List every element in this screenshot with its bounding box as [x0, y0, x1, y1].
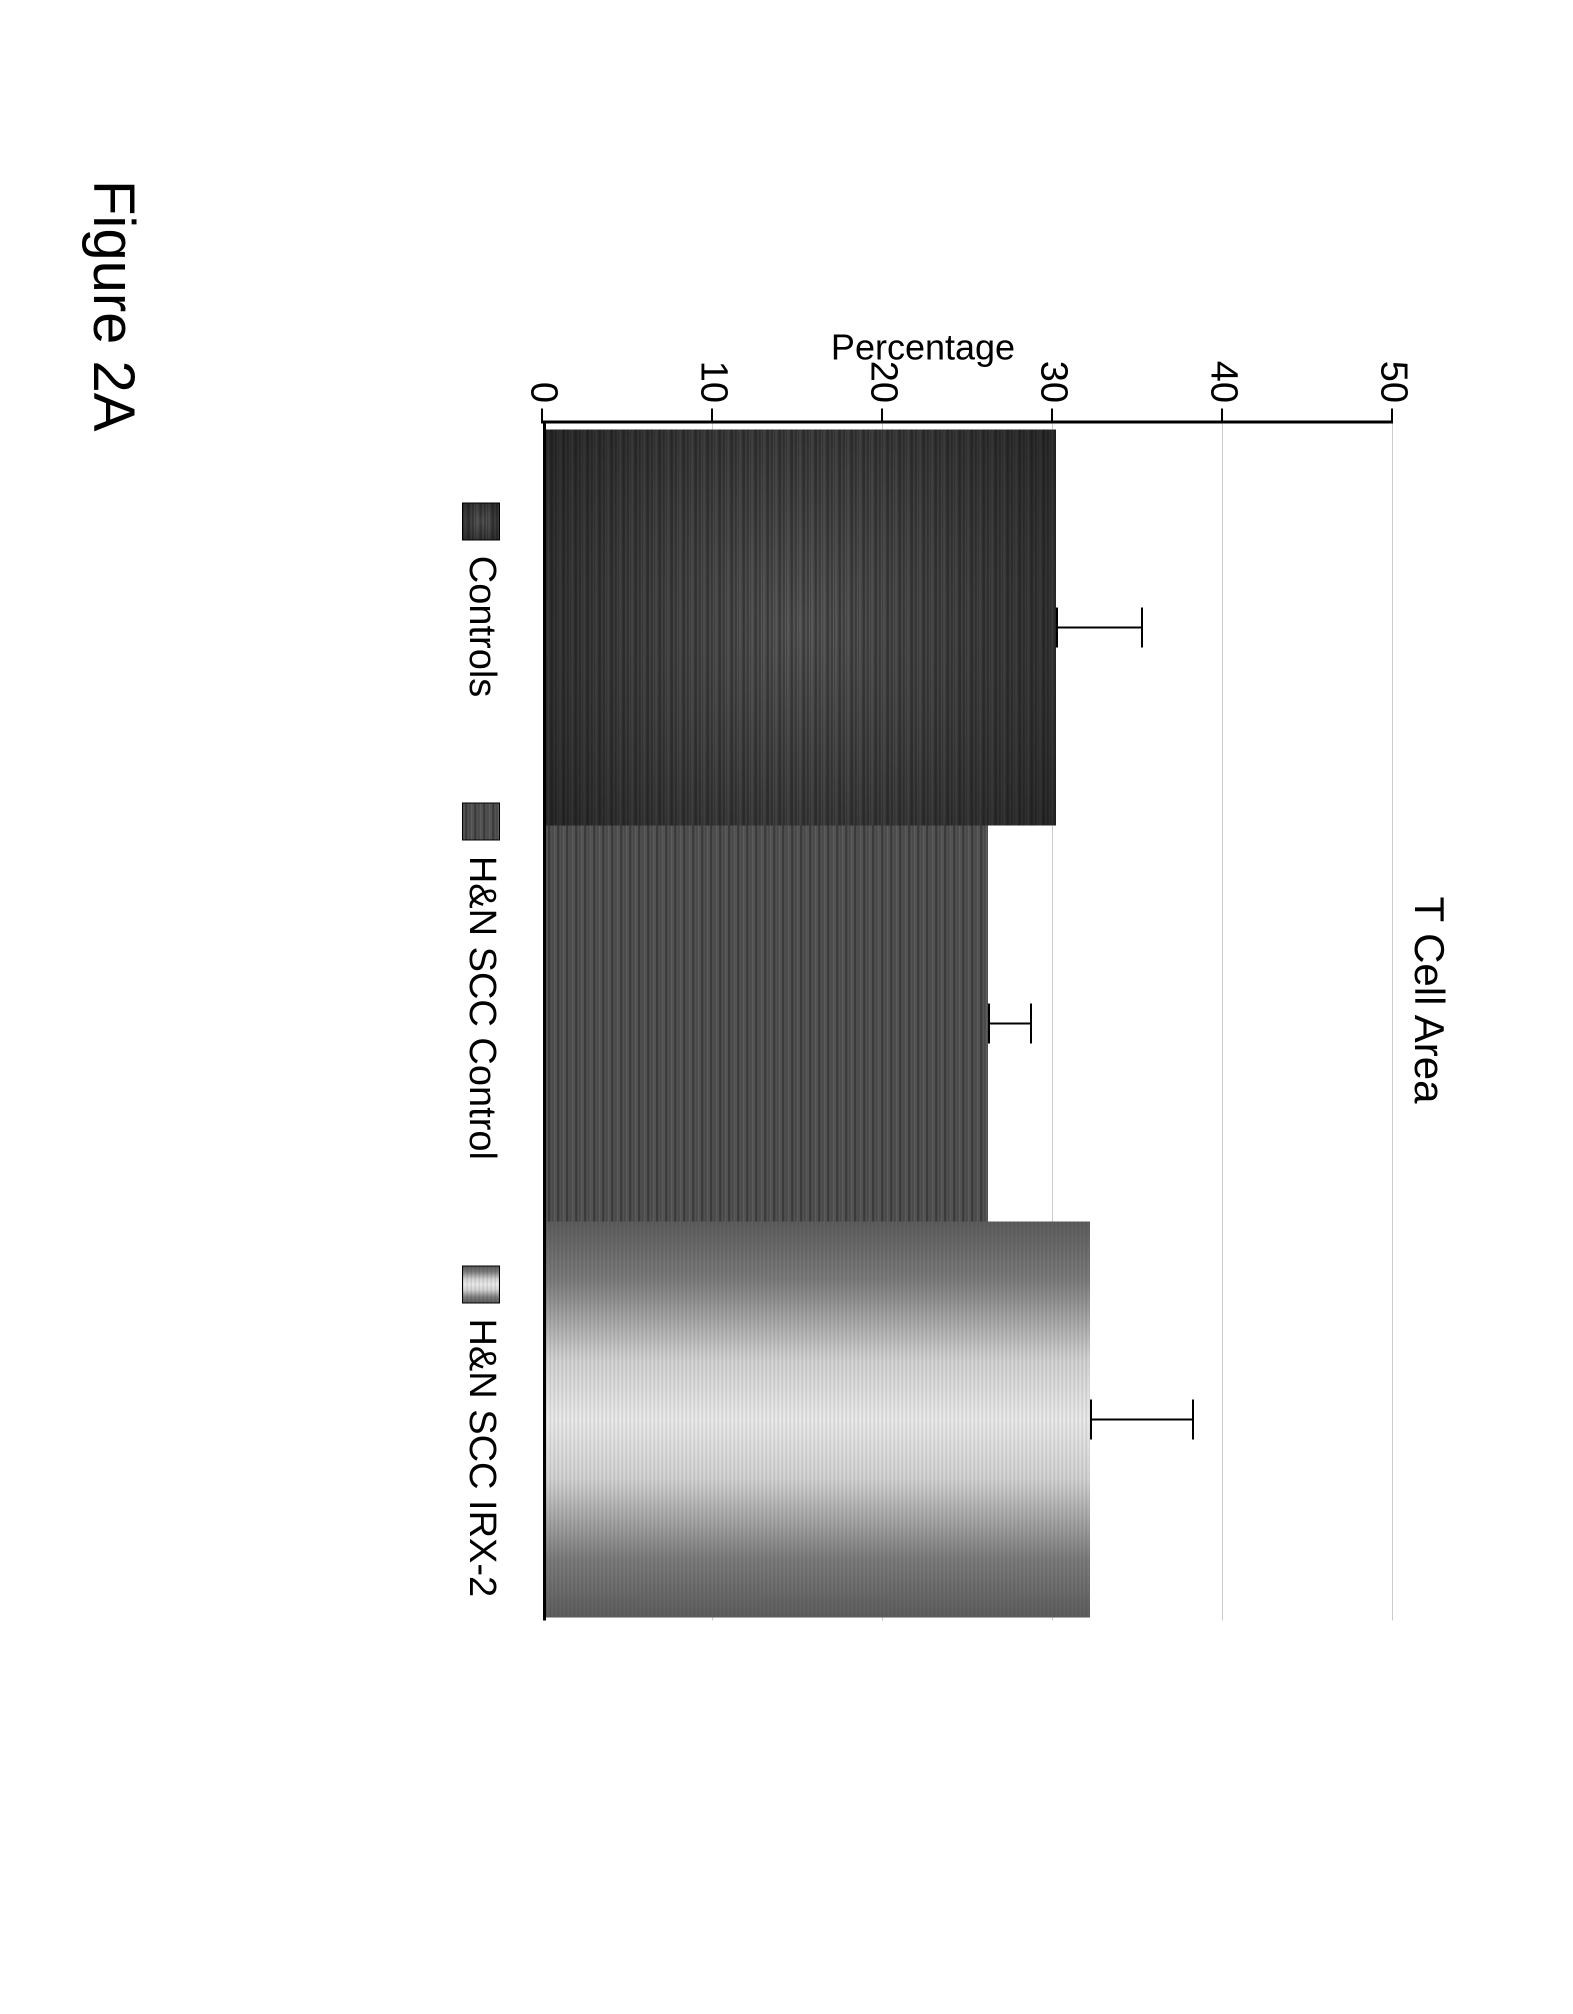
y-tick-label: 0	[522, 348, 565, 403]
legend-item-hn-irx2: H&N SCC IRX-2	[460, 1265, 503, 1597]
error-cap	[1090, 1399, 1092, 1439]
y-tick-label: 30	[1032, 348, 1075, 403]
legend: Controls H&N SCC Control H&N SCC IRX-2	[460, 450, 503, 1650]
error-bar	[1056, 626, 1141, 628]
legend-label: Controls	[460, 556, 503, 698]
y-tick	[881, 408, 883, 423]
error-cap	[1031, 1003, 1033, 1043]
bar	[546, 1221, 1090, 1617]
legend-label: H&N SCC Control	[460, 856, 503, 1160]
gridline	[1222, 423, 1223, 1620]
page-wrapper: T Cell Area Percentage 01020304050 Contr…	[0, 0, 1573, 2014]
error-cap	[1056, 607, 1058, 647]
y-tick	[1221, 408, 1223, 423]
error-bar	[988, 1022, 1031, 1024]
legend-label: H&N SCC IRX-2	[460, 1318, 503, 1597]
y-tick	[711, 408, 713, 423]
y-axis-label: Percentage	[831, 326, 1015, 368]
y-tick	[541, 408, 543, 423]
error-bar	[1090, 1418, 1192, 1420]
y-tick	[1051, 408, 1053, 423]
y-tick	[1391, 408, 1393, 423]
chart-title: T Cell Area	[1405, 897, 1453, 1104]
bar	[546, 429, 1056, 825]
plot-area: 01020304050	[543, 420, 1393, 1620]
y-tick-label: 10	[692, 348, 735, 403]
bar	[546, 825, 988, 1221]
chart-container: T Cell Area Percentage 01020304050 Contr…	[373, 300, 1473, 1700]
legend-swatch-icon	[463, 803, 501, 841]
error-cap	[988, 1003, 990, 1043]
y-tick-label: 40	[1202, 348, 1245, 403]
error-cap	[1141, 607, 1143, 647]
legend-swatch-icon	[463, 503, 501, 541]
figure-label: Figure 2A	[80, 180, 147, 431]
y-tick-label: 50	[1372, 348, 1415, 403]
y-tick-label: 20	[862, 348, 905, 403]
legend-swatch-icon	[463, 1265, 501, 1303]
legend-item-hn-control: H&N SCC Control	[460, 803, 503, 1160]
legend-item-controls: Controls	[460, 503, 503, 698]
error-cap	[1192, 1399, 1194, 1439]
gridline	[1392, 423, 1393, 1620]
